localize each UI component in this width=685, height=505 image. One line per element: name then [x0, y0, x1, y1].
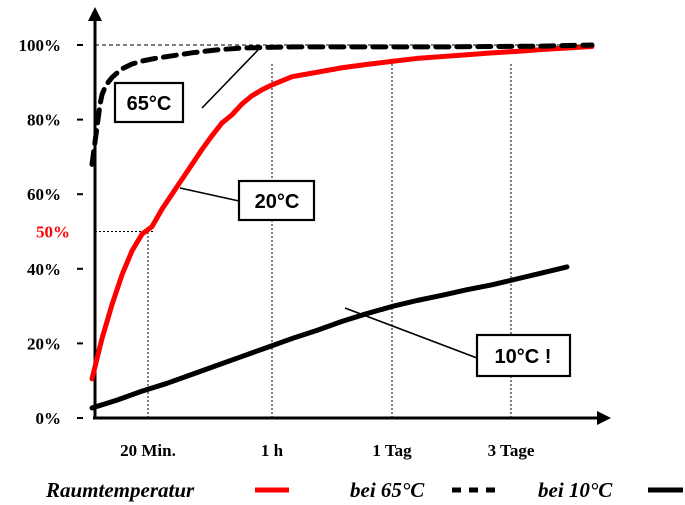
callout-10-label: 10°C !	[495, 346, 552, 368]
legend-label-raumtemperatur: Raumtemperatur	[45, 478, 195, 502]
series-line-0	[89, 43, 595, 382]
y-axis-ticks: 0% 20% 40% 60% 80% 100% 50%	[19, 36, 83, 428]
y-tick-label-5: 100%	[19, 36, 62, 55]
legend: Raumtemperatur bei 65°C bei 10°C	[45, 478, 683, 502]
callout-65: 65°C	[113, 49, 259, 124]
callout-65-label: 65°C	[127, 93, 172, 115]
legend-label-65: bei 65°C	[350, 478, 425, 502]
y-tick-label-4: 80%	[27, 111, 61, 130]
series-line-2	[89, 264, 570, 411]
x-axis-ticks: 20 Min. 1 h 1 Tag 3 Tage	[120, 441, 535, 460]
x-tick-label-0: 20 Min.	[120, 441, 176, 460]
callout-10: 10°C !	[344, 307, 572, 378]
reference-lines	[95, 44, 592, 232]
series-group	[89, 42, 595, 411]
x-tick-label-3: 3 Tage	[488, 441, 535, 460]
series-line-1	[89, 42, 595, 167]
highlight-50-label: 50%	[36, 223, 70, 242]
callout-20-box	[237, 179, 316, 222]
y-tick-label-0: 0%	[36, 409, 62, 428]
callout-20: 20°C	[179, 179, 316, 222]
x-tick-label-1: 1 h	[261, 441, 284, 460]
callout-65-leader	[201, 49, 259, 109]
y-tick-label-1: 20%	[27, 334, 61, 353]
callout-10-box	[475, 333, 572, 378]
y-tick-label-3: 60%	[27, 185, 61, 204]
callout-65-box	[113, 81, 185, 124]
callout-20-leader	[179, 187, 240, 202]
callout-20-label: 20°C	[255, 191, 300, 213]
vertical-grid-lines	[147, 63, 512, 418]
y-tick-label-2: 40%	[27, 260, 61, 279]
callout-10-leader	[344, 307, 478, 359]
x-tick-label-2: 1 Tag	[372, 441, 412, 460]
legend-label-10: bei 10°C	[538, 478, 613, 502]
